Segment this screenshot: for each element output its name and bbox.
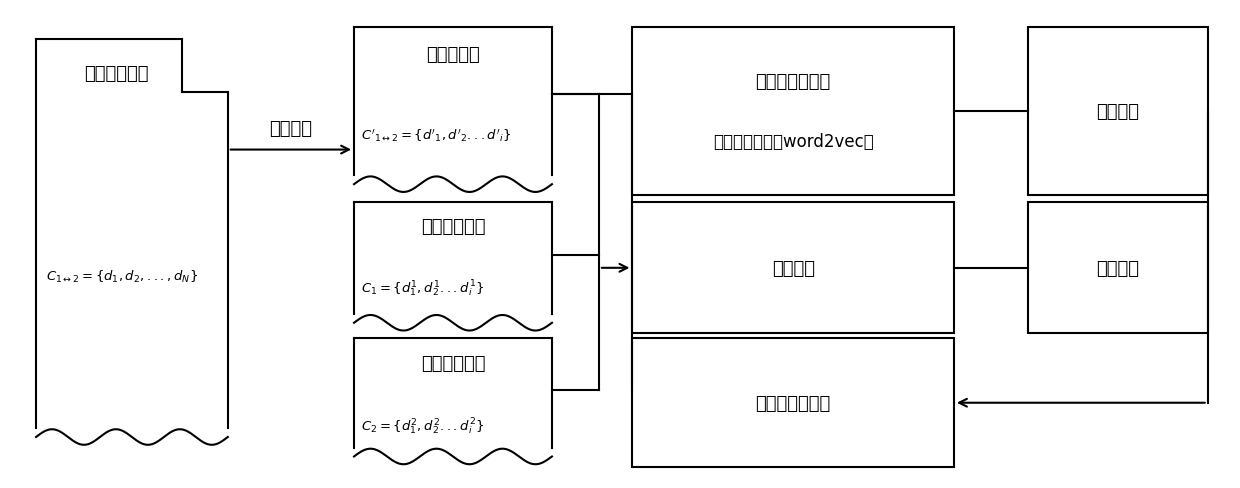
Text: 中文单语语料: 中文单语语料: [420, 218, 485, 236]
Text: 英文单语语料: 英文单语语料: [420, 354, 485, 372]
Text: 人工构造: 人工构造: [269, 120, 312, 138]
Text: 构造双语词嵌入: 构造双语词嵌入: [755, 394, 831, 412]
Bar: [632, 203, 954, 334]
Text: $C'_{1\leftrightarrow2}=\{d'_1,d'_2...d'_i\}$: $C'_{1\leftrightarrow2}=\{d'_1,d'_2...d'…: [361, 127, 512, 143]
Text: 数据支撑: 数据支撑: [1096, 259, 1140, 277]
Text: 理论支撑: 理论支撑: [1096, 103, 1140, 121]
Text: （词向量）＋（word2vec）: （词向量）＋（word2vec）: [713, 133, 874, 151]
Bar: [632, 339, 954, 467]
Text: $C_2=\{d^2_1,d^2_2...d^2_i\}$: $C_2=\{d^2_1,d^2_2...d^2_i\}$: [361, 416, 485, 436]
Text: $C_{1\leftrightarrow2}=\{d_1,d_2,...,d_N\}$: $C_{1\leftrightarrow2}=\{d_1,d_2,...,d_N…: [46, 268, 198, 285]
Bar: [632, 28, 954, 196]
Text: $C_1=\{d^1_1,d^1_2...d^1_i\}$: $C_1=\{d^1_1,d^1_2...d^1_i\}$: [361, 278, 485, 298]
Bar: [1028, 28, 1208, 196]
Text: 语料处理: 语料处理: [771, 259, 815, 277]
Text: 双语平行语料: 双语平行语料: [84, 65, 149, 83]
Text: 伪双语语料: 伪双语语料: [427, 46, 480, 64]
Text: 词嵌入相关技术: 词嵌入相关技术: [755, 73, 831, 91]
Bar: [1028, 203, 1208, 334]
